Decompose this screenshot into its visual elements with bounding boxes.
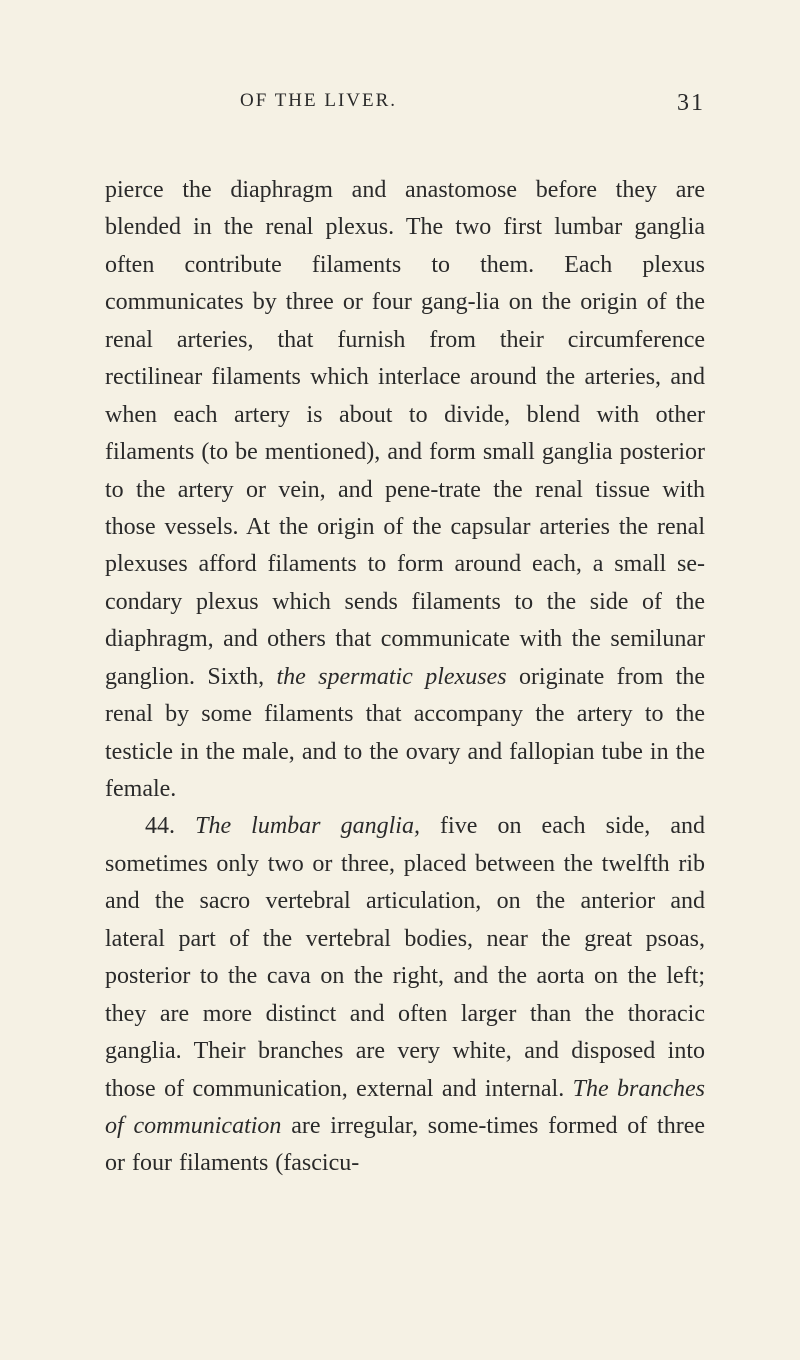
p2-text-2: five on each side, and sometimes only tw… <box>105 813 705 1101</box>
p1-text-1: pierce the diaphragm and anastomose befo… <box>105 177 705 690</box>
paragraph-2: 44. The lumbar ganglia, five on each sid… <box>105 808 705 1182</box>
p2-text-1: 44. <box>145 813 195 839</box>
running-title: OF THE LIVER. <box>105 90 397 117</box>
page-header: OF THE LIVER. 31 <box>105 90 705 117</box>
paragraph-1: pierce the diaphragm and anastomose befo… <box>105 172 705 808</box>
page-number: 31 <box>677 90 705 117</box>
body-text: pierce the diaphragm and anastomose befo… <box>105 172 705 1183</box>
p1-italic-1: the spermatic plexuses <box>276 664 506 690</box>
book-page: OF THE LIVER. 31 pierce the diaphragm an… <box>0 0 800 1360</box>
p2-italic-1: The lumbar ganglia, <box>195 813 420 839</box>
